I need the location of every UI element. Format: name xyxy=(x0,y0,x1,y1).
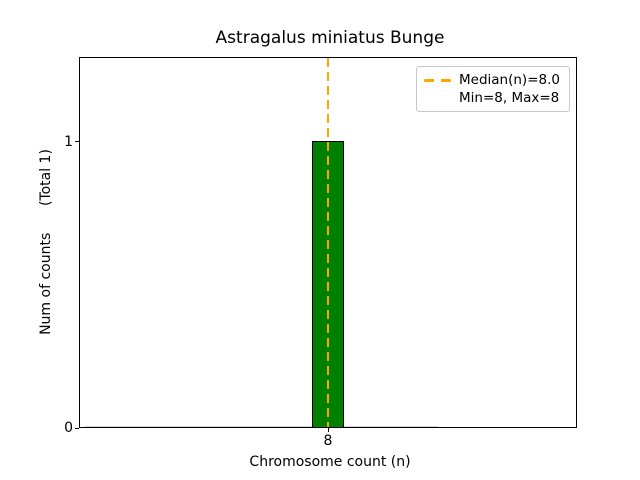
x-tick-label: 8 xyxy=(323,433,333,449)
legend-entry-median: Median(n)=8.0 xyxy=(424,71,562,89)
legend-label-median: Median(n)=8.0 xyxy=(459,72,560,88)
legend: Median(n)=8.0 Min=8, Max=8 xyxy=(416,66,570,112)
median-line xyxy=(326,58,330,427)
legend-label-minmax: Min=8, Max=8 xyxy=(459,90,560,106)
y-tick-label: 0 xyxy=(64,420,73,436)
x-tick-mark xyxy=(327,428,329,432)
legend-dashed-line-marker xyxy=(424,78,451,82)
y-tick-mark xyxy=(75,427,79,429)
x-axis-label: Chromosome count (n) xyxy=(249,454,411,470)
chart-title: Astragalus miniatus Bunge xyxy=(215,28,445,48)
y-tick-label: 1 xyxy=(64,133,73,150)
legend-entry-minmax: Min=8, Max=8 xyxy=(424,89,562,107)
zero-count-baseline xyxy=(85,426,438,427)
plot-area xyxy=(79,57,577,428)
y-axis-label: Num of counts (Total 1) xyxy=(38,149,54,335)
y-tick-mark xyxy=(75,141,79,142)
legend-marker-spacer xyxy=(424,97,451,100)
